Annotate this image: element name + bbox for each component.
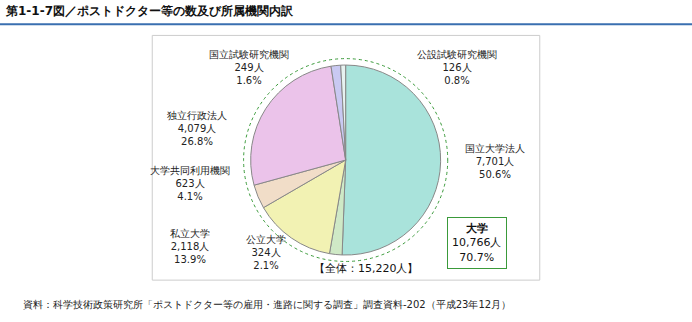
- svg-text:私立大学2,118人13.9%: 私立大学2,118人13.9%: [170, 228, 210, 265]
- svg-text:国立大学法人7,701人50.6%: 国立大学法人7,701人50.6%: [465, 143, 525, 180]
- svg-text:公設試験研究機関126人0.8%: 公設試験研究機関126人0.8%: [417, 49, 497, 86]
- svg-text:大学10,766人70.7%: 大学10,766人70.7%: [452, 222, 502, 264]
- svg-text:【全体：15,220人】: 【全体：15,220人】: [314, 262, 419, 275]
- svg-text:第1-1-7図／ポストドクター等の数及び所属機関内訳: 第1-1-7図／ポストドクター等の数及び所属機関内訳: [5, 4, 294, 18]
- svg-text:大学共同利用機関623人4.1%: 大学共同利用機関623人4.1%: [150, 165, 230, 202]
- svg-text:公立大学324人2.1%: 公立大学324人2.1%: [246, 234, 286, 271]
- svg-text:国立試験研究機関249人1.6%: 国立試験研究機関249人1.6%: [209, 49, 289, 86]
- svg-text:独立行政法人4,079人26.8%: 独立行政法人4,079人26.8%: [167, 110, 227, 147]
- svg-text:資料：科学技術政策研究所「ポストドクター等の雇用・進路に関す: 資料：科学技術政策研究所「ポストドクター等の雇用・進路に関する調査」調査資料-2…: [23, 299, 511, 310]
